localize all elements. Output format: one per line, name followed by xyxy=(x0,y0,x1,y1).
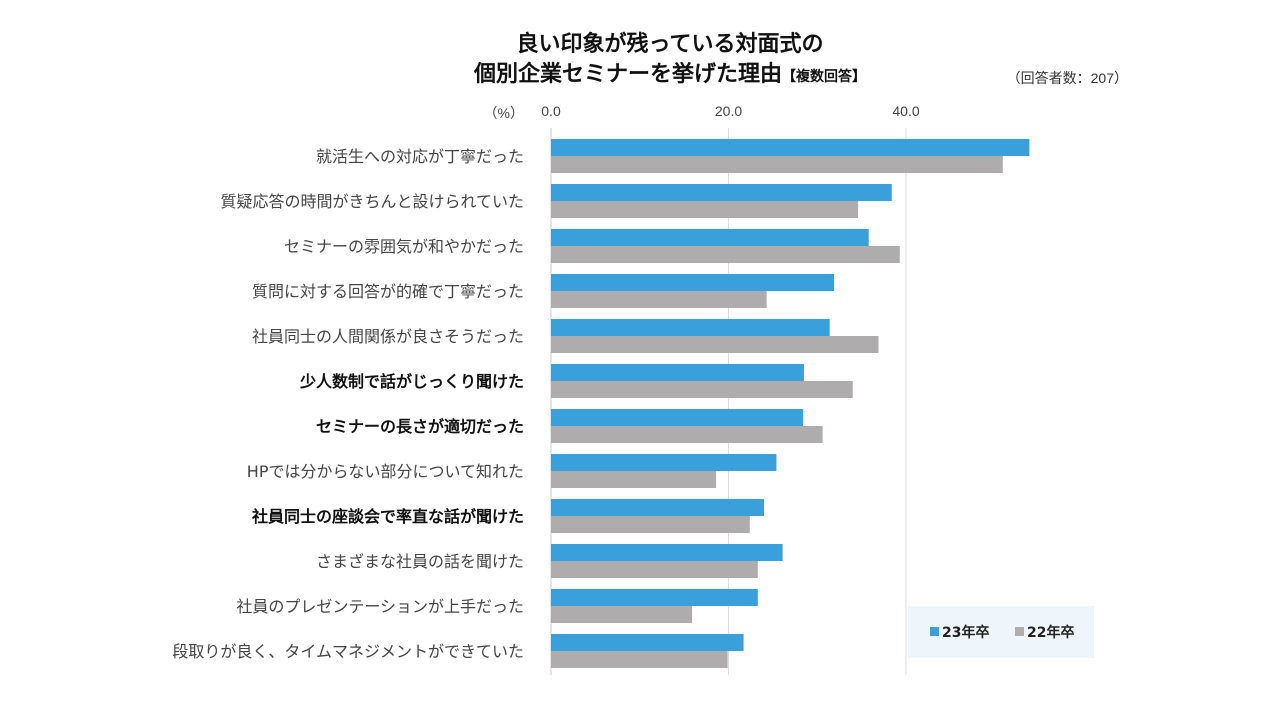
bar-22-3 xyxy=(551,291,767,308)
bar-23-10 xyxy=(551,589,758,606)
bar-23-0 xyxy=(551,139,1030,156)
category-label: 質疑応答の時間がきちんと設けられていた xyxy=(220,192,524,211)
bar-23-8 xyxy=(551,499,764,516)
bar-22-0 xyxy=(551,156,1003,173)
category-label: 就活生への対応が丁寧だった xyxy=(316,147,524,166)
x-tick-label: 40.0 xyxy=(892,103,919,119)
title-line-2-text: 個別企業セミナーを挙げた理由 xyxy=(473,62,782,87)
x-tick-label: 20.0 xyxy=(715,103,742,119)
category-label: HPでは分からない部分について知れた xyxy=(247,462,524,481)
legend-label: 22年卒 xyxy=(1027,624,1074,641)
category-label: 社員のプレゼンテーションが上手だった xyxy=(236,597,524,616)
bar-23-4 xyxy=(551,319,830,336)
legend-swatch-0 xyxy=(930,627,939,636)
bar-23-2 xyxy=(551,229,869,246)
bar-22-9 xyxy=(551,561,758,578)
bar-22-6 xyxy=(551,426,823,443)
bar-23-7 xyxy=(551,454,777,471)
legend-swatch-1 xyxy=(1015,627,1024,636)
bar-22-4 xyxy=(551,336,879,353)
bar-23-6 xyxy=(551,409,804,426)
chart-title: 良い印象が残っている対面式の 個別企業セミナーを挙げた理由【複数回答】 xyxy=(0,30,1280,92)
x-tick-label: 0.0 xyxy=(541,103,561,119)
title-line-2: 個別企業セミナーを挙げた理由【複数回答】 xyxy=(0,60,1280,92)
bar-22-5 xyxy=(551,381,853,398)
bar-23-5 xyxy=(551,364,804,381)
bar-22-1 xyxy=(551,201,859,218)
bar-23-11 xyxy=(551,634,744,651)
bar-23-9 xyxy=(551,544,783,561)
category-label: 質問に対する回答が的確で丁寧だった xyxy=(252,282,524,301)
title-tag: 【複数回答】 xyxy=(782,69,866,85)
category-label: 少人数制で話がじっくり聞けた xyxy=(299,372,524,391)
legend-label: 23年卒 xyxy=(942,624,989,641)
respondent-count-note: （回答者数：207） xyxy=(1006,70,1128,86)
category-label: さまざまな社員の話を聞けた xyxy=(316,552,524,571)
category-label: セミナーの雰囲気が和やかだった xyxy=(284,237,524,256)
bar-22-2 xyxy=(551,246,900,263)
bar-23-1 xyxy=(551,184,892,201)
bar-22-10 xyxy=(551,606,693,623)
category-label: 社員同士の座談会で率直な話が聞けた xyxy=(251,507,524,526)
bar-22-8 xyxy=(551,516,750,533)
category-label: 社員同士の人間関係が良さそうだった xyxy=(252,327,524,346)
bar-22-7 xyxy=(551,471,717,488)
bar-23-3 xyxy=(551,274,835,291)
category-label: 段取りが良く、タイムマネジメントができていた xyxy=(172,642,524,661)
category-label: セミナーの長さが適切だった xyxy=(316,417,524,436)
unit-label: （%） xyxy=(484,105,524,121)
title-line-1: 良い印象が残っている対面式の xyxy=(516,32,824,57)
bar-22-11 xyxy=(551,651,728,668)
